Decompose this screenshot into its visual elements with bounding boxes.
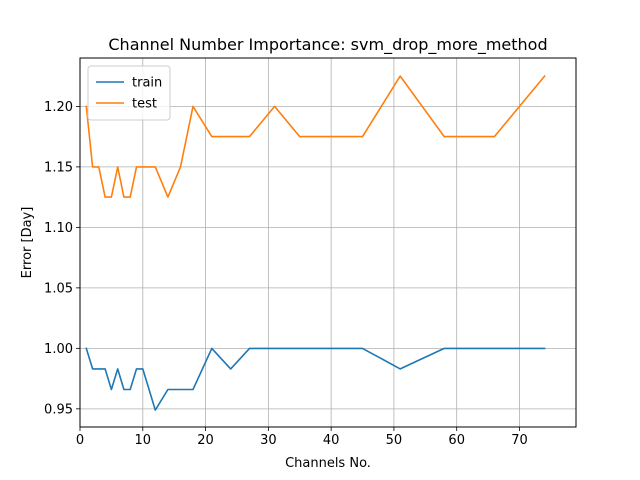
y-tick-label: 1.00 — [44, 342, 73, 357]
x-tick-label: 50 — [386, 433, 403, 448]
y-tick-label: 1.20 — [44, 100, 73, 115]
legend-label-test: test — [132, 97, 157, 112]
x-tick-label: 60 — [448, 433, 465, 448]
y-axis-label: Error [Day] — [20, 207, 35, 279]
y-tick-label: 0.95 — [44, 402, 73, 417]
legend-box — [87, 65, 171, 121]
y-tick-label: 1.05 — [44, 281, 73, 296]
x-tick-label: 10 — [135, 433, 152, 448]
x-tick-label: 30 — [260, 433, 277, 448]
y-tick-label: 1.10 — [44, 221, 73, 236]
series-group — [85, 74, 546, 411]
x-tick-label: 20 — [197, 433, 214, 448]
x-tick-label: 0 — [76, 433, 84, 448]
x-axis: 0 10 20 30 40 50 60 70 — [76, 427, 528, 448]
x-tick-label: 70 — [511, 433, 528, 448]
chart-title: Channel Number Importance: svm_drop_more… — [108, 35, 547, 55]
y-tick-label: 1.15 — [44, 160, 73, 175]
plot-frame — [79, 57, 577, 428]
legend: train test — [87, 65, 171, 121]
x-tick-label: 40 — [323, 433, 340, 448]
series-line-test — [85, 74, 546, 198]
x-axis-label: Channels No. — [285, 456, 371, 471]
y-axis: 0.95 1.00 1.05 1.10 1.15 1.20 — [44, 100, 80, 417]
series-line-train — [85, 347, 546, 411]
legend-label-train: train — [132, 76, 162, 91]
